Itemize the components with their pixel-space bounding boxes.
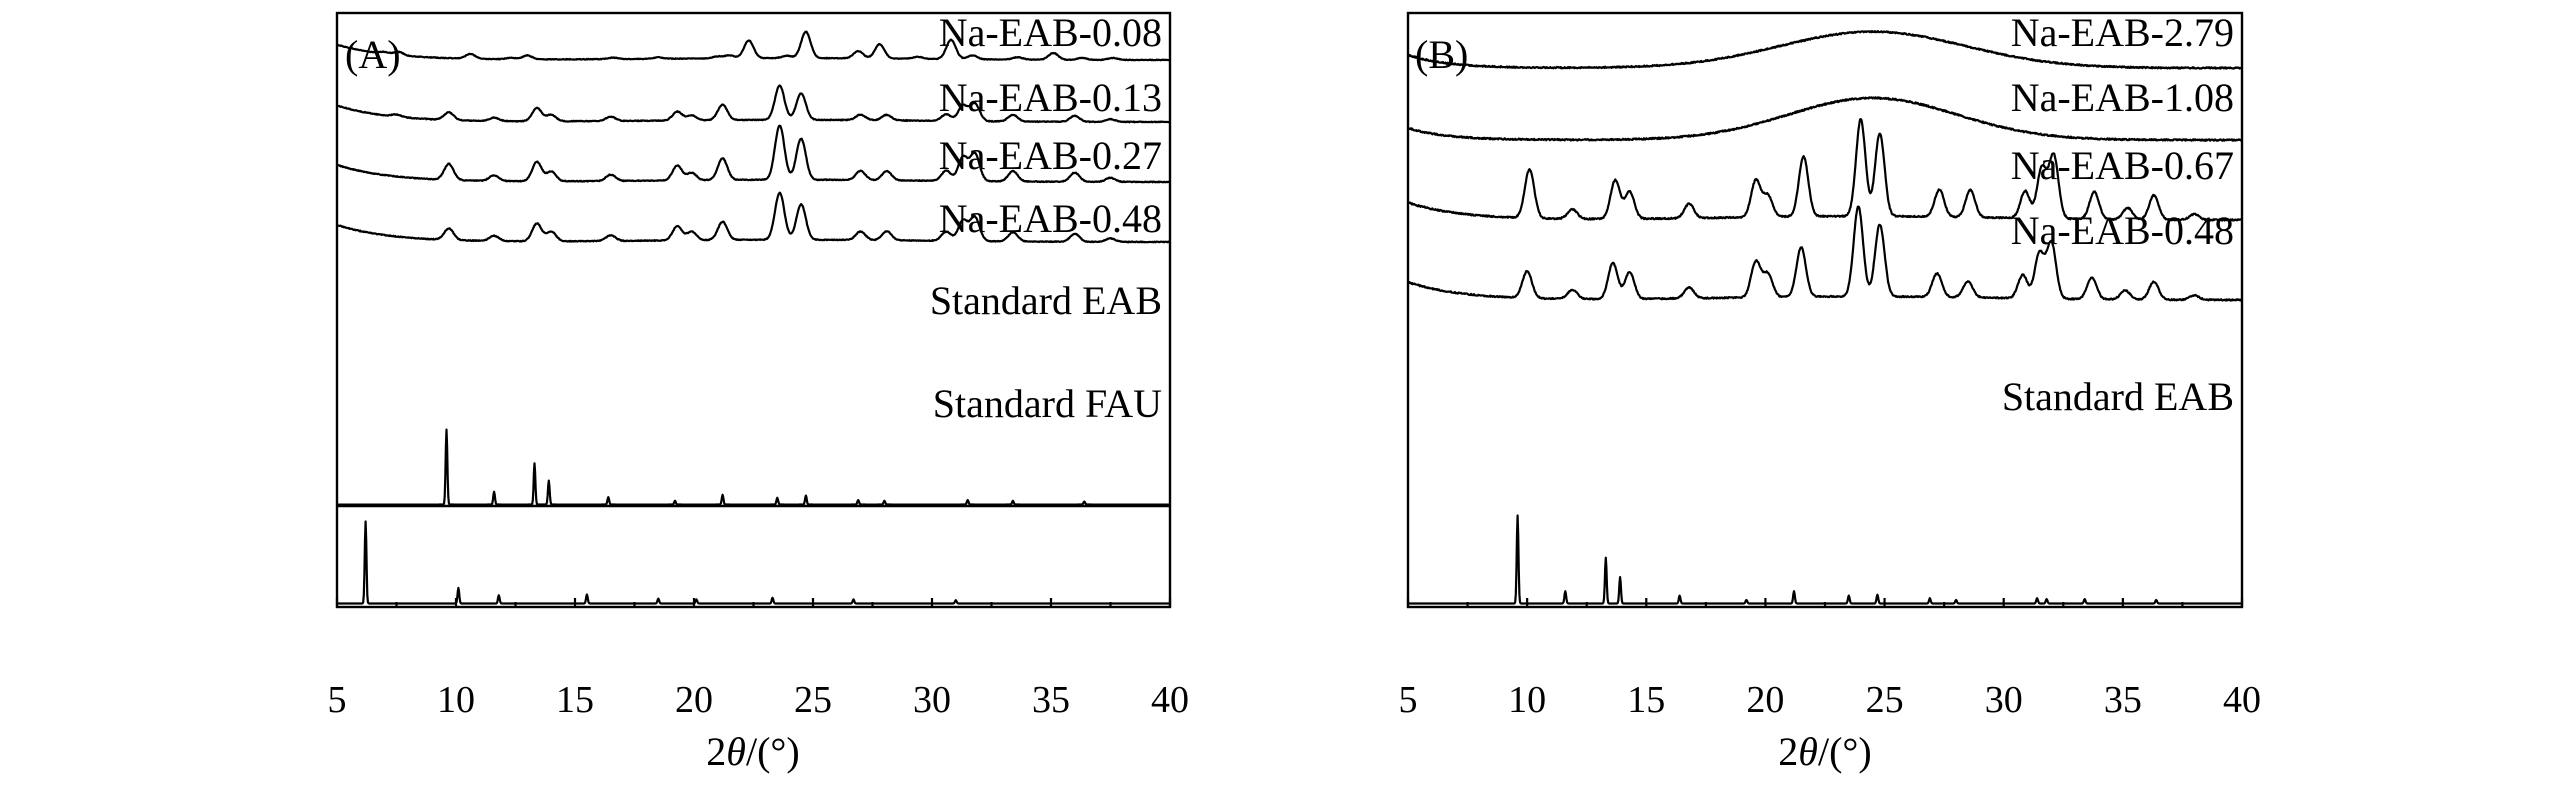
panel-a-series-label-standard-eab: Standard EAB <box>930 278 1162 323</box>
panel-b-x-tick-label: 20 <box>1746 679 1784 721</box>
panel-a-trace-na-eab-0-08 <box>336 30 1171 62</box>
panel-a-series-label-na-eab-0-08: Na-EAB-0.08 <box>939 10 1162 55</box>
panel-a-x-axis-title: 2θ/(°) <box>706 729 799 774</box>
panel-b-x-tick-label: 30 <box>1985 679 2023 721</box>
panel-a-series-label-na-eab-0-27: Na-EAB-0.27 <box>939 133 1162 178</box>
panel-a-x-axis: 5 10 15 20 25 30 35 40 <box>328 598 1189 721</box>
panel-b-trace-na-eab-1-08 <box>1407 96 2243 142</box>
panel-b-x-tick-label: 25 <box>1866 679 1904 721</box>
panel-a-x-tick-label: 20 <box>675 679 713 721</box>
panel-b: (B) 5 10 15 20 25 30 35 40 Na-EAB-2.79 Na-EAB-1.… <box>1399 10 2262 774</box>
panel-b-x-axis-title: 2θ/(°) <box>1778 729 1871 774</box>
panel-a-x-tick-label: 40 <box>1151 679 1189 721</box>
panel-a-trace-na-eab-0-13 <box>336 84 1171 124</box>
panel-b-x-tick-label: 5 <box>1399 679 1418 721</box>
panel-a-label: (A) <box>345 32 401 77</box>
panel-a-series-label-na-eab-0-13: Na-EAB-0.13 <box>939 75 1162 120</box>
panel-b-x-tick-label: 15 <box>1627 679 1665 721</box>
panel-a-x-tick-label: 5 <box>328 679 347 721</box>
panel-a-series-label-na-eab-0-48: Na-EAB-0.48 <box>939 196 1162 241</box>
panel-b-trace-na-eab-0-48 <box>1407 205 2243 302</box>
panel-a-x-tick-label: 15 <box>556 679 594 721</box>
panel-a-series: Na-EAB-0.08 Na-EAB-0.13 Na-EAB-0.27 Na-EAB-… <box>336 10 1171 605</box>
panel-b-x-axis: 5 10 15 20 25 30 35 40 <box>1399 598 2261 721</box>
panel-a-x-tick-label: 10 <box>437 679 475 721</box>
panel-b-x-tick-label: 35 <box>2104 679 2142 721</box>
panel-b-series-label-na-eab-0-48: Na-EAB-0.48 <box>2011 208 2234 253</box>
panel-a: (A) 5 10 15 20 25 30 35 40 Na-EAB-0.08Na-EAB-0.… <box>328 10 1190 774</box>
panel-b-series-label-na-eab-0-67: Na-EAB-0.67 <box>2011 143 2234 188</box>
panel-b-series-label-standard-eab: Standard EAB <box>2002 374 2234 419</box>
panel-b-trace-na-eab-2-79 <box>1407 30 2243 70</box>
panel-a-trace-standard-fau <box>336 520 1171 605</box>
panel-a-series-label-standard-fau: Standard FAU <box>933 381 1162 426</box>
panel-b-series: Na-EAB-2.79 Na-EAB-1.08 Na-EAB-0.67 Na-EAB-… <box>1407 10 2243 605</box>
panel-b-x-tick-label: 40 <box>2223 679 2261 721</box>
panel-b-series-label-na-eab-2-79: Na-EAB-2.79 <box>2011 10 2234 55</box>
panel-b-x-tick-label: 10 <box>1508 679 1546 721</box>
panel-a-x-tick-label: 25 <box>794 679 832 721</box>
panel-b-label: (B) <box>1415 32 1468 77</box>
panel-a-trace-standard-eab <box>336 428 1171 506</box>
panel-b-trace-standard-eab <box>1407 514 2243 605</box>
panel-b-trace-na-eab-0-67 <box>1407 118 2243 222</box>
panel-a-trace-na-eab-0-27 <box>336 124 1171 184</box>
panel-a-x-tick-label: 35 <box>1032 679 1070 721</box>
panel-b-series-label-na-eab-1-08: Na-EAB-1.08 <box>2011 75 2234 120</box>
panel-a-trace-na-eab-0-48 <box>336 191 1171 244</box>
panel-a-x-tick-label: 30 <box>913 679 951 721</box>
